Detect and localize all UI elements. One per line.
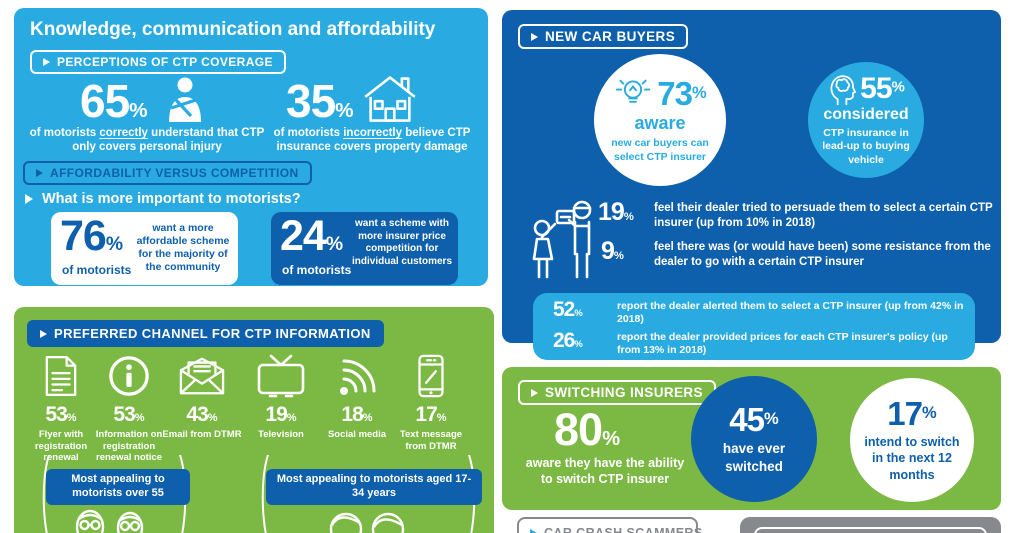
channel-value: 18% [341, 403, 373, 426]
affordability-question: What is more important to motorists? [25, 191, 301, 207]
arrow-icon [530, 529, 537, 533]
flyer-icon [19, 352, 103, 400]
channel-email: 43% Email from DTMR [160, 352, 244, 441]
aware-value: 73% [657, 75, 707, 113]
card-76-desc: want a more affordable scheme for the ma… [136, 222, 230, 274]
card-76-sub: of motorists [62, 263, 132, 277]
switch-17-value: 17% [887, 395, 937, 433]
switch-45-desc: have ever switched [722, 440, 786, 474]
dealer-19-text: feel their dealer tried to persuade them… [654, 202, 993, 230]
considered-desc: CTP insurance in lead-up to buying vehic… [822, 126, 910, 166]
arrow-icon [25, 194, 33, 204]
aware-keyword: aware [634, 112, 686, 133]
switch-17-desc: intend to switch in the next 12 months [864, 435, 960, 482]
older-motorists-faces-icon [72, 505, 152, 533]
stat-35-value: 35% [286, 75, 354, 127]
channel-label: Television [258, 429, 304, 440]
new-car-buyers-badge: NEW CAR BUYERS [518, 24, 689, 49]
television-icon [239, 352, 323, 400]
card-24-value: 24% [280, 212, 344, 260]
aware-desc: new car buyers can select CTP insurer [611, 136, 709, 163]
switch-80-value: 80% [554, 404, 621, 455]
email-icon [160, 352, 244, 400]
new-car-buyers-panel: NEW CAR BUYERS 73% aware new car buyers … [502, 10, 1001, 343]
channel-label: Information on registration renewal noti… [95, 429, 163, 464]
switch-80-desc: aware they have the ability to switch CT… [525, 456, 685, 487]
card-76-value: 76% [60, 212, 124, 260]
info-icon [87, 352, 171, 400]
channel-label: Flyer with registration renewal [34, 429, 88, 464]
channel-social: 18% Social media [315, 352, 399, 441]
stat-35-caption: of motorists incorrectly believe CTP ins… [273, 127, 471, 154]
car-crash-scammers-badge: CAR CRASH SCAMMERS [517, 517, 702, 533]
channel-value: 17% [415, 403, 447, 426]
channel-label: Email from DTMR [162, 429, 242, 440]
knowledge-panel: Knowledge, communication and affordabili… [14, 8, 488, 286]
report-52-value: 52% [553, 298, 583, 321]
channel-television: 19% Television [239, 352, 323, 441]
card-24-sub: of motorists [282, 263, 352, 277]
callout-over-55: Most appealing to motorists over 55 [46, 469, 190, 505]
intend-switch-circle: 17% intend to switch in the next 12 mont… [850, 378, 974, 502]
arrow-icon [40, 329, 47, 338]
callout-17-34: Most appealing to motorists aged 17-34 y… [266, 469, 482, 505]
preferred-channel-panel: PREFERRED CHANNEL FOR CTP INFORMATION 53… [14, 307, 494, 533]
channel-info: 53% Information on registration renewal … [87, 352, 171, 464]
switching-badge: SWITCHING INSURERS [518, 380, 716, 405]
dealer-9-value: 9% [601, 237, 624, 265]
report-26-text: report the dealer provided prices for ea… [617, 331, 948, 357]
considered-keyword: considered [823, 105, 909, 123]
channel-value: 53% [113, 403, 145, 426]
channel-value: 43% [186, 403, 218, 426]
lightbulb-icon [613, 76, 653, 112]
considered-value: 55% [860, 71, 905, 105]
considered-circle: 55% considered CTP insurance in lead-up … [808, 62, 924, 178]
perceptions-badge: PERCEPTIONS OF CTP COVERAGE [30, 50, 286, 74]
channel-label: Text message from DTMR [399, 429, 463, 452]
stat-65-value: 65% [80, 75, 148, 127]
channel-label: Social media [327, 429, 387, 440]
page-title: Knowledge, communication and affordabili… [30, 19, 436, 40]
switching-insurers-panel: SWITCHING INSURERS 80% aware they have t… [502, 367, 1001, 510]
report-52-text: report the dealer alerted them to select… [617, 300, 964, 326]
arrow-icon [36, 169, 43, 177]
bottom-gray-inner-box [754, 527, 987, 533]
channel-badge: PREFERRED CHANNEL FOR CTP INFORMATION [27, 320, 384, 347]
ever-switched-circle: 45% have ever switched [691, 376, 817, 502]
dealer-19-value: 19% [598, 198, 634, 226]
bracket-left-over55 [42, 455, 50, 533]
bottom-gray-panel [740, 517, 1001, 533]
arrow-icon [531, 32, 538, 41]
card-24-competition: 24% of motorists want a scheme with more… [271, 212, 458, 285]
arrow-icon [531, 388, 538, 397]
aware-circle: 73% aware new car buyers can select CTP … [594, 54, 726, 186]
house-icon [362, 74, 418, 124]
dealer-reports-box: 52% report the dealer alerted them to se… [533, 293, 975, 360]
switch-45-value: 45% [729, 400, 779, 438]
channel-flyer: 53% Flyer with registration renewal [19, 352, 103, 464]
brain-head-icon [827, 73, 857, 105]
card-24-desc: want a scheme with more insurer price co… [351, 218, 453, 267]
arrow-icon [43, 58, 50, 66]
social-media-icon [315, 352, 399, 400]
dealer-9-text: feel there was (or would have been) some… [654, 241, 991, 269]
stat-65-caption: of motorists correctly understand that C… [29, 127, 265, 154]
text-message-icon [389, 352, 473, 400]
injured-person-icon [160, 76, 208, 124]
channel-text-message: 17% Text message from DTMR [389, 352, 473, 452]
channel-value: 53% [45, 403, 77, 426]
channel-value: 19% [265, 403, 297, 426]
affordability-badge: AFFORDABILITY VERSUS COMPETITION [23, 161, 312, 185]
dealer-customers-icon [528, 195, 598, 290]
report-26-value: 26% [553, 329, 583, 352]
card-76-affordable: 76% of motorists want a more affordable … [51, 212, 238, 285]
young-motorists-faces-icon [326, 505, 410, 533]
bracket-left-young [261, 455, 269, 533]
